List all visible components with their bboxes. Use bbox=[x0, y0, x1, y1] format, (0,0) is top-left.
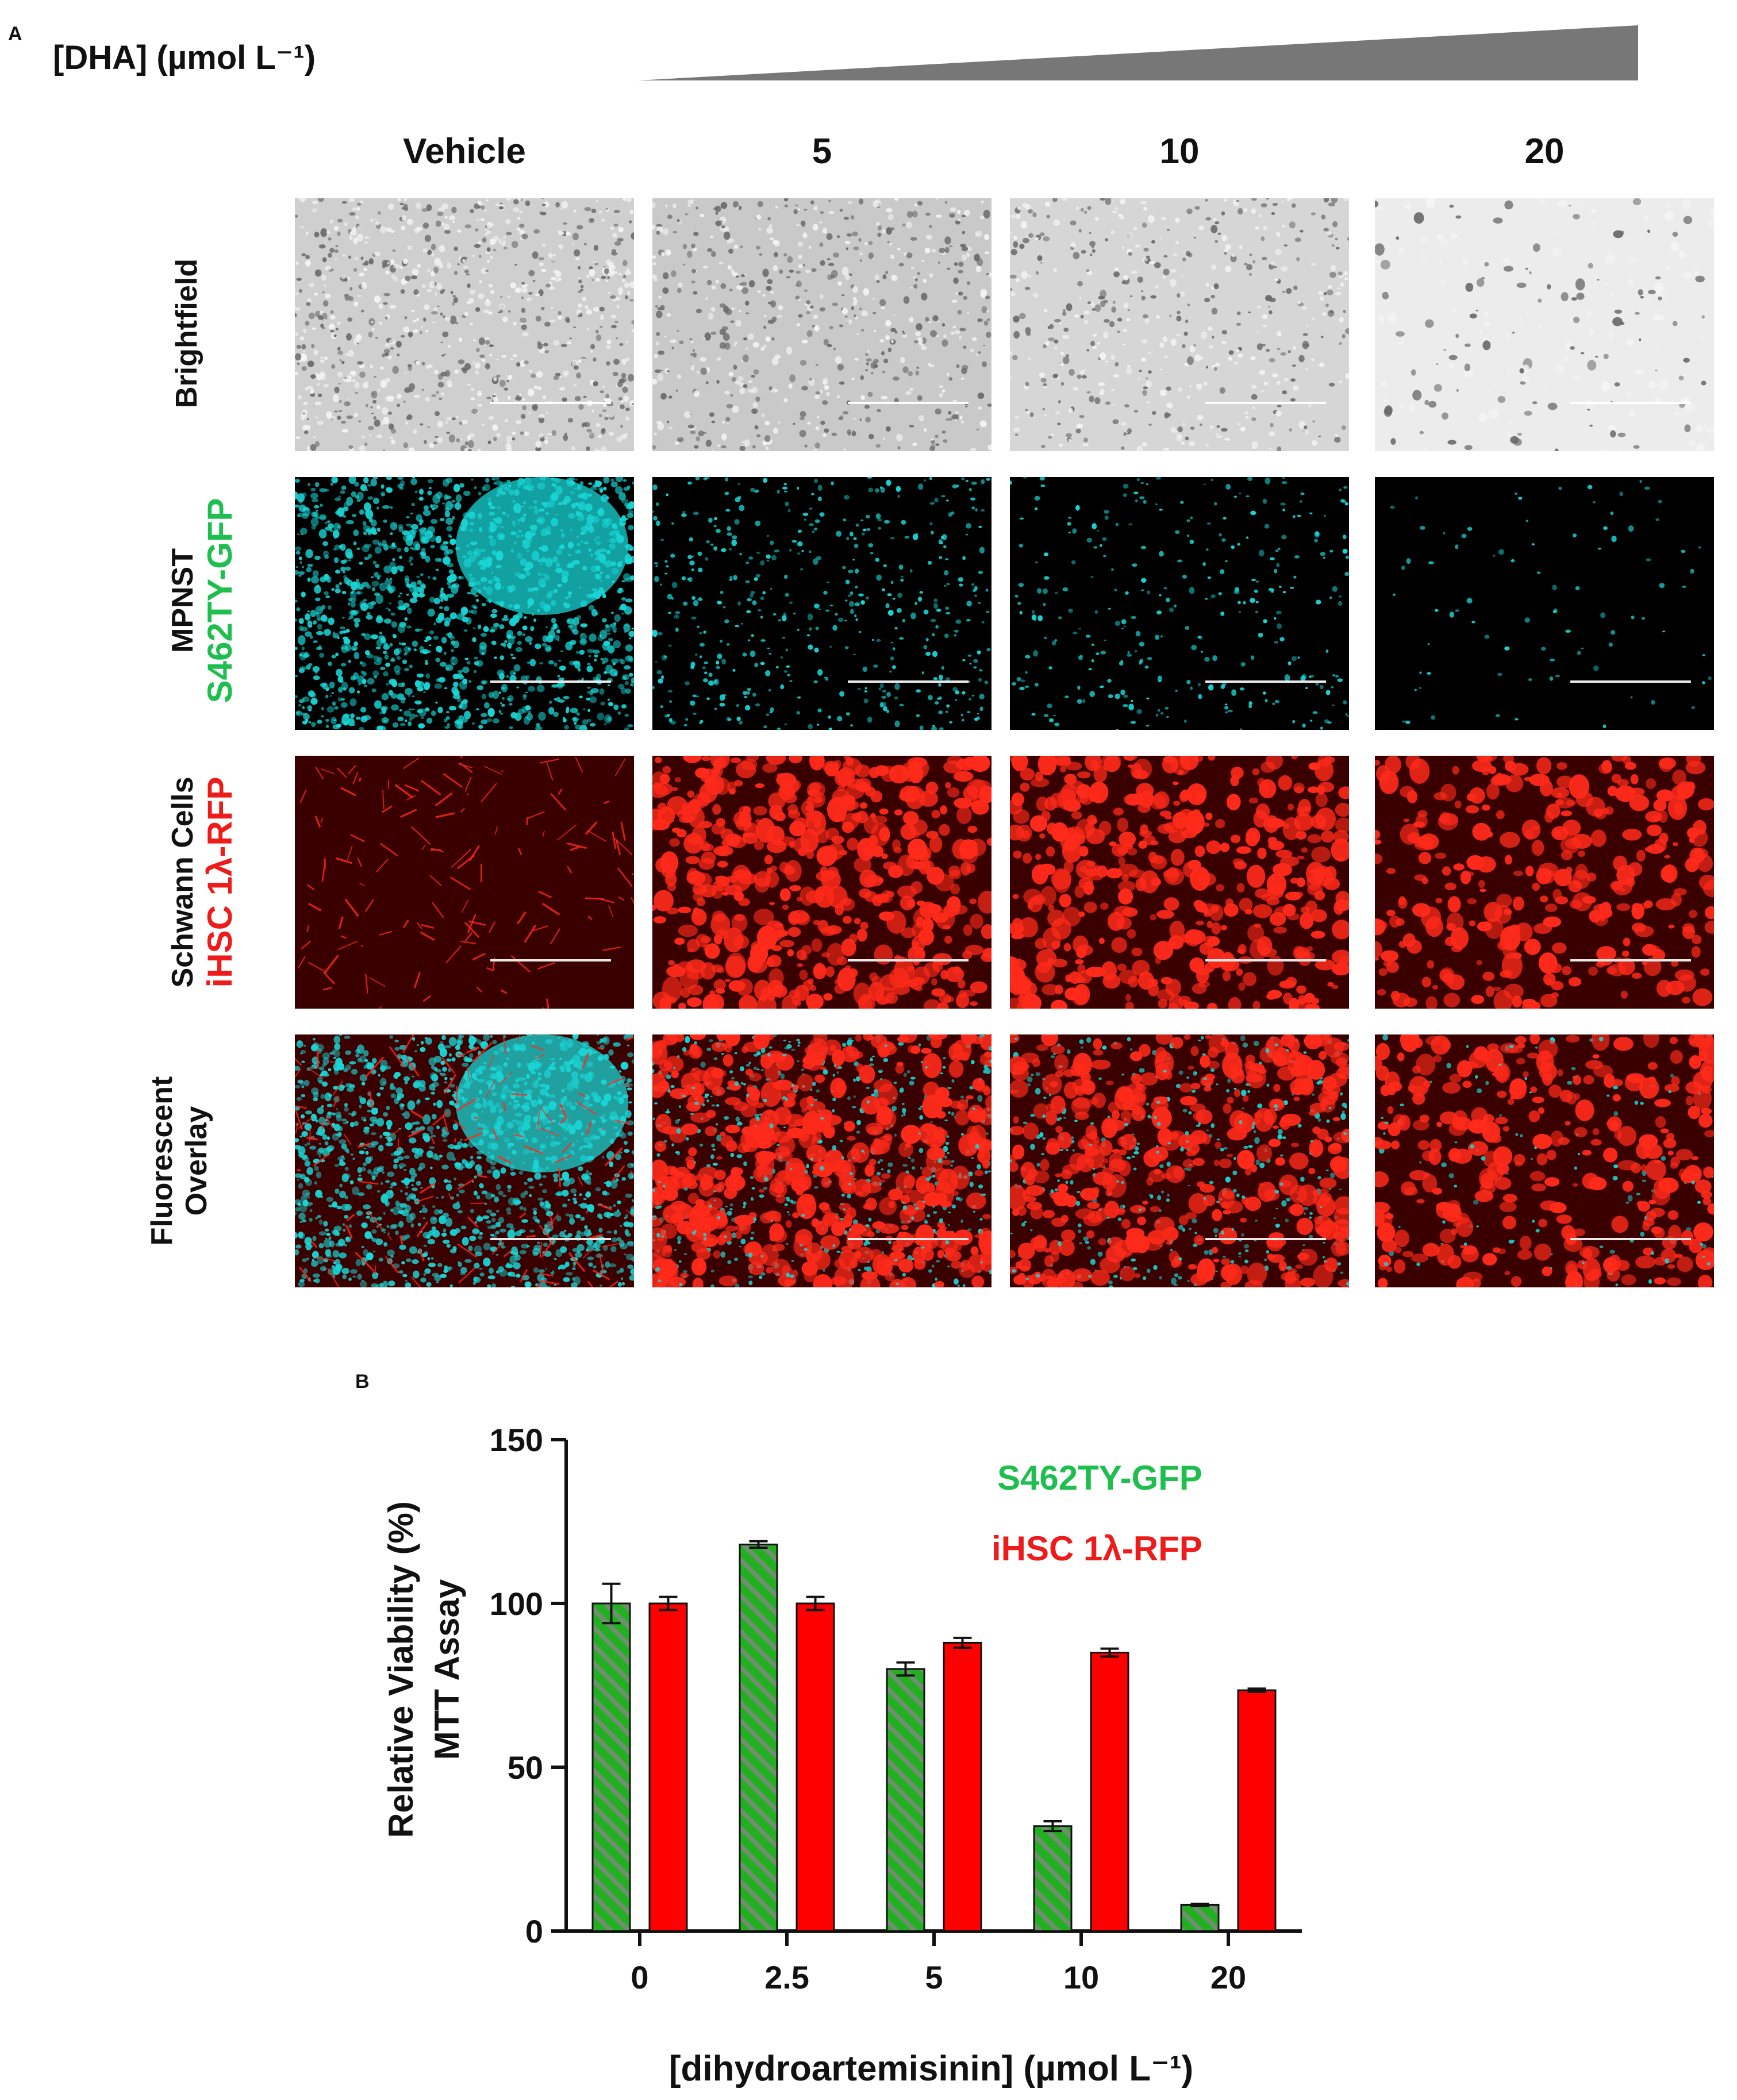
y-tick-label: 0 bbox=[525, 1913, 543, 1949]
scale-bar bbox=[1570, 680, 1691, 683]
micrograph-overlay-vehicle bbox=[295, 1034, 634, 1287]
scale-bar bbox=[490, 402, 611, 404]
scale-bar bbox=[1570, 959, 1691, 961]
panel-b-letter: B bbox=[355, 1371, 370, 1393]
micrograph-brightfield-dha-10 bbox=[1010, 198, 1349, 451]
micrograph-schwann-rfp-dha-5 bbox=[652, 756, 992, 1009]
column-label-5: 5 bbox=[812, 132, 832, 171]
micrograph-mpnst-gfp-dha-5 bbox=[652, 477, 992, 730]
x-axis-title: [dihydroartemisinin] (µmol L⁻¹) bbox=[669, 2049, 1193, 2089]
column-label-20: 20 bbox=[1524, 132, 1565, 171]
panel-a-letter: A bbox=[8, 23, 22, 45]
legend-entry-gfp: S462TY-GFP bbox=[997, 1459, 1202, 1497]
micrograph-mpnst-gfp-dha-10 bbox=[1010, 477, 1349, 730]
scale-bar bbox=[848, 959, 969, 961]
scale-bar bbox=[1570, 1238, 1691, 1240]
scale-bar bbox=[848, 1238, 969, 1240]
micrograph-overlay-dha-5 bbox=[652, 1034, 992, 1287]
micrograph-overlay-dha-10 bbox=[1010, 1034, 1349, 1287]
legend-entry-rfp: iHSC 1λ-RFP bbox=[992, 1529, 1202, 1568]
bar-gfp bbox=[591, 1602, 631, 1932]
scale-bar bbox=[848, 680, 969, 683]
scale-bar bbox=[848, 402, 969, 404]
micrograph-mpnst-gfp-vehicle bbox=[295, 477, 634, 730]
scale-bar bbox=[1205, 402, 1326, 404]
x-tick-label: 20 bbox=[1210, 1959, 1246, 1995]
micrograph-brightfield-dha-5 bbox=[652, 198, 992, 451]
bar-gfp bbox=[739, 1543, 778, 1932]
bar-gfp bbox=[1180, 1903, 1220, 1932]
scale-bar bbox=[1205, 959, 1326, 961]
bar-rfp bbox=[1237, 1689, 1277, 1932]
micrograph-schwann-rfp-dha-10 bbox=[1010, 756, 1349, 1009]
micrograph-overlay-dha-20 bbox=[1375, 1034, 1714, 1287]
y-tick-label: 100 bbox=[490, 1586, 543, 1622]
micrograph-schwann-rfp-vehicle bbox=[295, 756, 634, 1009]
scale-bar bbox=[1205, 1238, 1326, 1240]
scale-bar bbox=[490, 680, 611, 683]
dose-gradient-wedge bbox=[638, 25, 1638, 80]
scale-bar bbox=[490, 1238, 611, 1240]
bar-rfp bbox=[648, 1602, 688, 1932]
y-axis-title-line1: Relative Viability (%) bbox=[382, 1501, 420, 1838]
y-tick-label: 50 bbox=[508, 1749, 543, 1786]
x-tick-label: 2.5 bbox=[764, 1959, 809, 1995]
bar-rfp bbox=[943, 1641, 982, 1932]
micrograph-brightfield-vehicle bbox=[295, 198, 634, 451]
scale-bar bbox=[490, 959, 611, 961]
bar-rfp bbox=[1090, 1652, 1129, 1932]
column-label-10: 10 bbox=[1159, 132, 1200, 171]
scale-bar bbox=[1205, 680, 1326, 683]
bar-gfp bbox=[1033, 1825, 1073, 1932]
x-tick-label: 0 bbox=[631, 1959, 648, 1995]
bar-gfp bbox=[886, 1668, 925, 1932]
y-tick-label: 150 bbox=[490, 1422, 543, 1458]
micrograph-schwann-rfp-dha-20 bbox=[1375, 756, 1714, 1009]
scale-bar bbox=[1570, 402, 1691, 404]
bar-rfp bbox=[796, 1602, 835, 1932]
column-label-vehicle: Vehicle bbox=[403, 132, 526, 171]
x-tick-label: 10 bbox=[1063, 1959, 1099, 1995]
dose-label: [DHA] (µmol L⁻¹) bbox=[53, 39, 316, 76]
y-axis-title-line2: MTT Assay bbox=[428, 1579, 466, 1760]
x-tick-label: 5 bbox=[925, 1959, 943, 1995]
micrograph-brightfield-dha-20 bbox=[1375, 198, 1714, 451]
micrograph-mpnst-gfp-dha-20 bbox=[1375, 477, 1714, 730]
